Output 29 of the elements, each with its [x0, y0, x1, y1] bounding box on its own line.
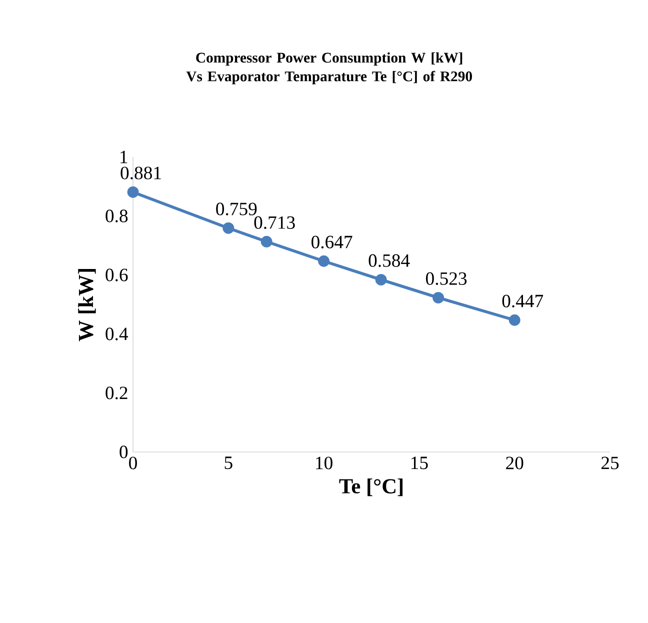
data-label: 0.447	[502, 294, 544, 308]
y-tick-label: 0.6	[106, 268, 128, 282]
data-label: 0.647	[312, 236, 352, 248]
y-tick-label: 0	[120, 446, 128, 458]
y-tick-label: 0.4	[106, 328, 128, 340]
x-axis-title: Te [°C]	[339, 478, 403, 496]
chart-title: Compressor Power Consumption W [kW] Vs Evaporator Temparature Te [°C] of R290	[186, 52, 472, 84]
x-tick-label: 20	[506, 456, 524, 470]
x-tick-label: 0	[129, 456, 137, 470]
point	[318, 255, 330, 267]
y-tick-label: 0.2	[106, 386, 128, 400]
y-tick-label: 0.8	[106, 210, 128, 222]
x-tick-label: 10	[316, 456, 332, 470]
x-tick-label: 25	[601, 456, 619, 470]
data-label: 0.759	[216, 202, 257, 216]
point	[375, 274, 387, 286]
data-label: 0.523	[426, 272, 467, 285]
point	[127, 186, 139, 198]
point	[260, 236, 272, 248]
y-axis-title: W [kW]	[78, 269, 96, 342]
point	[222, 222, 234, 234]
data-label: 0.713	[254, 216, 295, 229]
x-tick-label: 5	[224, 456, 232, 470]
data-label: 0.584	[368, 254, 410, 268]
point	[508, 314, 520, 326]
data-label: 0.881	[120, 166, 161, 180]
x-tick-label: 15	[412, 456, 428, 470]
point	[432, 292, 444, 304]
y-tick-label: 1	[120, 150, 128, 164]
